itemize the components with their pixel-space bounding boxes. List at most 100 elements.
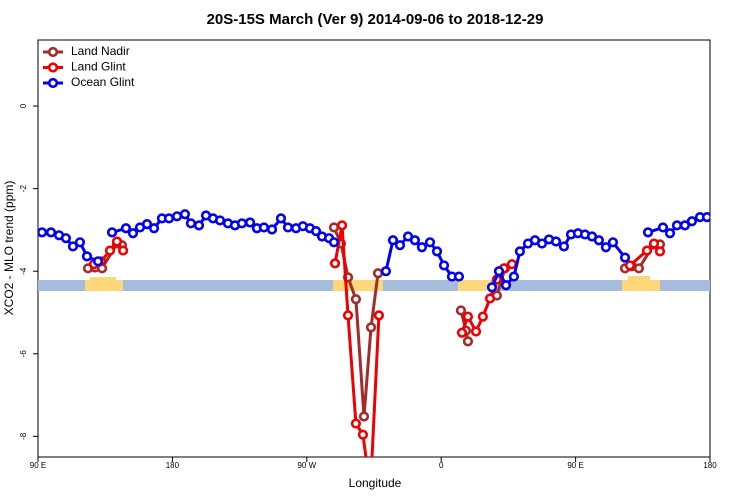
- data-point: [74, 237, 86, 248]
- data-point: [120, 223, 132, 234]
- data-point: [328, 222, 340, 233]
- data-point: [336, 220, 348, 231]
- data-point: [654, 246, 666, 257]
- y-tick-label: -2: [19, 185, 28, 193]
- data-point: [701, 212, 710, 223]
- data-point: [365, 322, 377, 333]
- x-tick-label: 90 E: [30, 461, 46, 470]
- data-point: [456, 327, 468, 338]
- data-point: [111, 236, 123, 247]
- y-tick-label: -4: [19, 267, 28, 275]
- data-point: [357, 429, 369, 440]
- data-point: [641, 245, 653, 256]
- data-point: [193, 220, 205, 231]
- x-tick-label: 180: [703, 461, 717, 470]
- y-axis-label: XCO2 - MLO trend (ppm): [2, 181, 16, 316]
- data-point: [558, 241, 570, 252]
- data-point: [453, 271, 465, 282]
- data-point: [373, 310, 385, 321]
- chart-title: 20S-15S March (Ver 9) 2014-09-06 to 2018…: [207, 11, 544, 28]
- data-point: [258, 222, 270, 233]
- data-point: [141, 219, 153, 230]
- legend-label: Land Glint: [71, 60, 126, 74]
- y-tick-label: -6: [19, 350, 28, 358]
- data-point: [679, 220, 691, 231]
- series-line: [333, 225, 381, 457]
- data-point: [506, 259, 518, 270]
- data-point: [81, 251, 93, 262]
- map-strip: [38, 276, 710, 291]
- data-point: [438, 260, 450, 271]
- data-point: [462, 336, 474, 347]
- data-point: [67, 241, 79, 252]
- data-point: [104, 245, 116, 256]
- series-line: [332, 226, 380, 417]
- data-point: [462, 311, 474, 322]
- data-point: [484, 293, 496, 304]
- data-point: [624, 260, 636, 271]
- data-point: [266, 224, 278, 235]
- data-point: [600, 242, 612, 253]
- data-point: [536, 238, 548, 249]
- data-point: [409, 235, 421, 246]
- data-point: [416, 242, 428, 253]
- data-point: [664, 228, 676, 239]
- data-point: [45, 227, 57, 238]
- data-point: [486, 282, 498, 293]
- data-point: [310, 226, 322, 237]
- legend-marker: [47, 77, 59, 89]
- data-point: [633, 263, 645, 274]
- data-point: [493, 266, 505, 277]
- data-point: [148, 223, 160, 234]
- data-point: [424, 237, 436, 248]
- legend-label: Ocean Glint: [71, 75, 135, 89]
- legend-label: Land Nadir: [71, 44, 130, 58]
- data-point: [593, 235, 604, 246]
- data-point: [350, 294, 362, 305]
- x-tick-label: 0: [439, 461, 444, 470]
- data-point: [214, 215, 226, 226]
- data-point: [92, 256, 104, 267]
- data-point: [282, 222, 294, 233]
- x-tick-label: 180: [166, 461, 180, 470]
- legend-marker: [47, 62, 59, 73]
- data-point: [648, 238, 660, 249]
- data-point: [657, 222, 669, 233]
- y-tick-label: 0: [19, 103, 28, 108]
- data-point: [38, 227, 48, 238]
- data-point: [671, 220, 683, 231]
- plot-frame: [37, 39, 711, 458]
- data-point: [455, 305, 467, 316]
- data-point: [342, 310, 354, 321]
- data-point: [236, 218, 248, 229]
- x-tick-label: 90 W: [297, 461, 316, 470]
- data-point: [642, 227, 654, 238]
- data-point: [380, 266, 392, 277]
- data-point: [60, 233, 72, 244]
- data-point: [163, 213, 175, 224]
- data-point: [244, 217, 256, 228]
- data-point: [514, 246, 525, 257]
- data-point: [619, 252, 631, 263]
- plot-area: [38, 209, 710, 457]
- data-point: [185, 218, 197, 229]
- data-point: [275, 213, 287, 224]
- x-tick-label: 90 E: [567, 461, 583, 470]
- data-point: [328, 237, 340, 248]
- data-point: [387, 235, 399, 246]
- data-point: [127, 228, 139, 239]
- data-point: [171, 211, 183, 222]
- data-point: [118, 245, 129, 256]
- data-point: [607, 237, 619, 248]
- x-axis-label: Longitude: [349, 476, 402, 490]
- data-point: [394, 240, 406, 251]
- data-point: [508, 271, 520, 282]
- y-tick-label: -8: [19, 432, 28, 440]
- data-point: [329, 258, 341, 269]
- data-point: [431, 246, 443, 257]
- data-point: [477, 311, 488, 322]
- legend-marker: [47, 46, 59, 58]
- data-point: [358, 411, 370, 422]
- data-point: [470, 326, 482, 337]
